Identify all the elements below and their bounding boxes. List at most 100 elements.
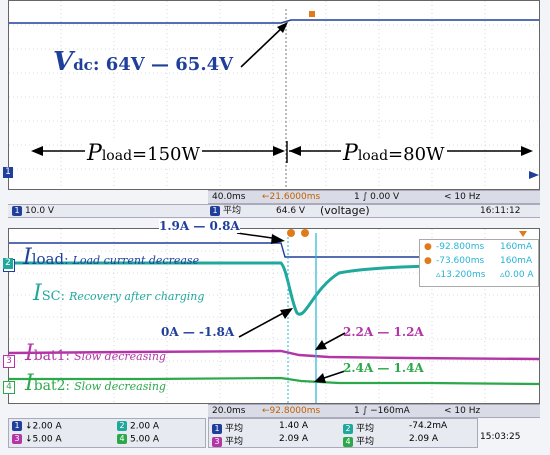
cursor-b-tag: ● xyxy=(424,256,432,266)
ch3-scale[interactable]: 3 ↓5.00 A xyxy=(12,434,62,445)
ibat2-colon: : xyxy=(65,379,75,394)
cursor-a-icon xyxy=(287,229,295,237)
top-mean-measure: 1 平均 xyxy=(210,205,241,217)
ch4-scale[interactable]: 4 5.00 A xyxy=(117,434,159,445)
top-trigger[interactable]: 1 ∫ 0.00 V xyxy=(354,192,400,202)
m2-label: 2 平均 xyxy=(343,421,374,434)
ibat2-sub: bat2 xyxy=(33,378,66,394)
m1-label-text: 平均 xyxy=(225,424,244,434)
m4-label: 4 平均 xyxy=(343,434,374,447)
cursor-a-time: -92.800ms xyxy=(436,242,485,252)
ibat1-trace xyxy=(9,349,539,361)
m1-value: 1.40 A xyxy=(279,421,309,431)
vdc-trace xyxy=(9,19,539,24)
m2-value: -74.2mA xyxy=(409,421,448,431)
ch4-scale-value: 5.00 A xyxy=(130,434,160,445)
top-ch1-scale[interactable]: 1 10.0 V xyxy=(12,205,54,217)
vdc-symbol: V xyxy=(53,47,74,77)
top-mean-note: (voltage) xyxy=(320,204,370,217)
bottom-trigger[interactable]: 1 ∫ −160mA xyxy=(354,406,410,416)
iload-label: Iload: Load current decrease xyxy=(23,245,199,270)
top-mean-label: 平均 xyxy=(223,206,242,216)
measurement-block: 1 平均 1.40 A 2 平均 -74.2mA 3 平均 2.09 A 4 平均 2.… xyxy=(208,418,478,448)
bottom-clock: 15:03:25 xyxy=(480,432,521,442)
cursor-b-time: -73.600ms xyxy=(436,256,485,266)
cursor-readout: ● -92.800ms 160mA ● -73.600ms 160mA ▵13.… xyxy=(419,239,539,287)
channel-scales: 1 ↓2.00 A 2 2.00 A 3 ↓5.00 A 4 5.00 A xyxy=(8,418,206,448)
isc-symbol: I xyxy=(33,281,42,306)
top-trigger-freq: < 10 Hz xyxy=(444,192,481,202)
m3-label-text: 平均 xyxy=(225,437,244,447)
top-waveform-panel: 1 Vdc: 64V — 65.4V Pload=150W Pload=80W xyxy=(3,0,540,190)
ch2-scale-badge: 2 xyxy=(117,421,127,431)
ch2-scale-value: 2.00 A xyxy=(130,421,160,432)
vdc-sub: dc xyxy=(73,56,93,74)
pload-right-sub: load xyxy=(357,148,389,164)
isc-colon: : xyxy=(60,289,70,304)
ibat1-sub: bat1 xyxy=(33,348,66,364)
top-delay[interactable]: ←21.6000ms xyxy=(262,192,321,202)
ch3-marker[interactable]: 3 xyxy=(3,355,15,368)
ch1-meas-badge: 1 xyxy=(210,205,220,216)
ch1-scale[interactable]: 1 ↓2.00 A xyxy=(12,421,62,432)
cursor-b-icon xyxy=(301,229,309,237)
m3-value: 2.09 A xyxy=(279,434,309,444)
iload-text: Load current decrease xyxy=(72,254,200,267)
bottom-timebase-bar[interactable]: 20.0ms ←92.8000ms 1 ∫ −160mA < 10 Hz xyxy=(208,404,540,418)
pload-left-label: Pload=150W xyxy=(85,141,202,166)
ch3-scale-badge: 3 xyxy=(12,434,22,444)
cursor-delta-value: ▵0.00 A xyxy=(500,270,534,280)
isc-text: Recovery after charging xyxy=(69,290,205,303)
top-timebase[interactable]: 40.0ms xyxy=(212,192,246,202)
m3-badge: 3 xyxy=(212,436,222,447)
ibat2-trace xyxy=(9,376,539,386)
iload-sub: load xyxy=(31,250,65,268)
ibat1-change-label: 2.2A — 1.2A xyxy=(343,325,424,339)
ibat2-symbol: I xyxy=(25,371,34,396)
ch4-marker[interactable]: 4 xyxy=(3,381,15,394)
top-timebase-bar[interactable]: 40.0ms ←21.6000ms 1 ∫ 0.00 V < 10 Hz xyxy=(208,190,540,204)
cursor-a-tag: ● xyxy=(424,242,432,252)
isc-sub: SC xyxy=(41,289,61,304)
ibat2-change-label: 2.4A — 1.4A xyxy=(343,361,424,375)
bottom-grid xyxy=(9,229,539,403)
ibat1-symbol: I xyxy=(25,341,34,366)
m4-label-text: 平均 xyxy=(356,437,375,447)
iload-symbol: I xyxy=(23,245,32,270)
ibat2-text: Slow decreasing xyxy=(74,380,166,393)
iload-colon: : xyxy=(64,253,73,268)
ch1-badge: 1 xyxy=(12,205,22,216)
pload-right-value: =80W xyxy=(388,144,445,165)
pload-left-sub: load xyxy=(101,148,133,164)
m1-label: 1 平均 xyxy=(212,421,243,434)
isc-label: ISC: Recovery after charging xyxy=(33,281,204,306)
m1-badge: 1 xyxy=(212,423,222,434)
bottom-timebase[interactable]: 20.0ms xyxy=(212,406,246,416)
cursor-a-value: 160mA xyxy=(500,242,533,252)
ch4-scale-badge: 4 xyxy=(117,434,127,444)
vdc-label: Vdc: 64V — 65.4V xyxy=(53,47,233,77)
ch1-scale-badge: 1 xyxy=(12,421,22,431)
cursor-b-value: 160mA xyxy=(500,256,533,266)
ch2-scale[interactable]: 2 2.00 A xyxy=(117,421,159,432)
bottom-delay[interactable]: ←92.8000ms xyxy=(262,406,321,416)
trigger-level-icon xyxy=(519,231,527,237)
pload-right-symbol: P xyxy=(343,141,358,166)
ch1-scale-value: ↓2.00 A xyxy=(25,421,62,432)
cursor-delta-time: ▵13.200ms xyxy=(436,270,486,280)
ch2-marker[interactable]: 2 xyxy=(3,258,13,269)
trigger-marker-icon xyxy=(309,11,315,17)
iload-change-label: 1.9A — 0.8A xyxy=(159,219,240,233)
m4-badge: 4 xyxy=(343,436,353,447)
ibat1-colon: : xyxy=(65,349,75,364)
top-grid xyxy=(9,1,539,189)
pload-left-value: =150W xyxy=(132,144,200,165)
m3-label: 3 平均 xyxy=(212,434,243,447)
ch1-ground-marker[interactable]: 1 xyxy=(3,167,13,178)
ground-marker-right-icon xyxy=(529,171,539,179)
ibat1-text: Slow decreasing xyxy=(74,350,166,363)
top-clock: 16:11:12 xyxy=(480,206,521,216)
top-ch1-scale-value: 10.0 V xyxy=(25,206,55,216)
bottom-waveform-panel: 1 2 3 4 ● -92.800ms 160mA ● -73.600ms 16… xyxy=(3,219,540,404)
